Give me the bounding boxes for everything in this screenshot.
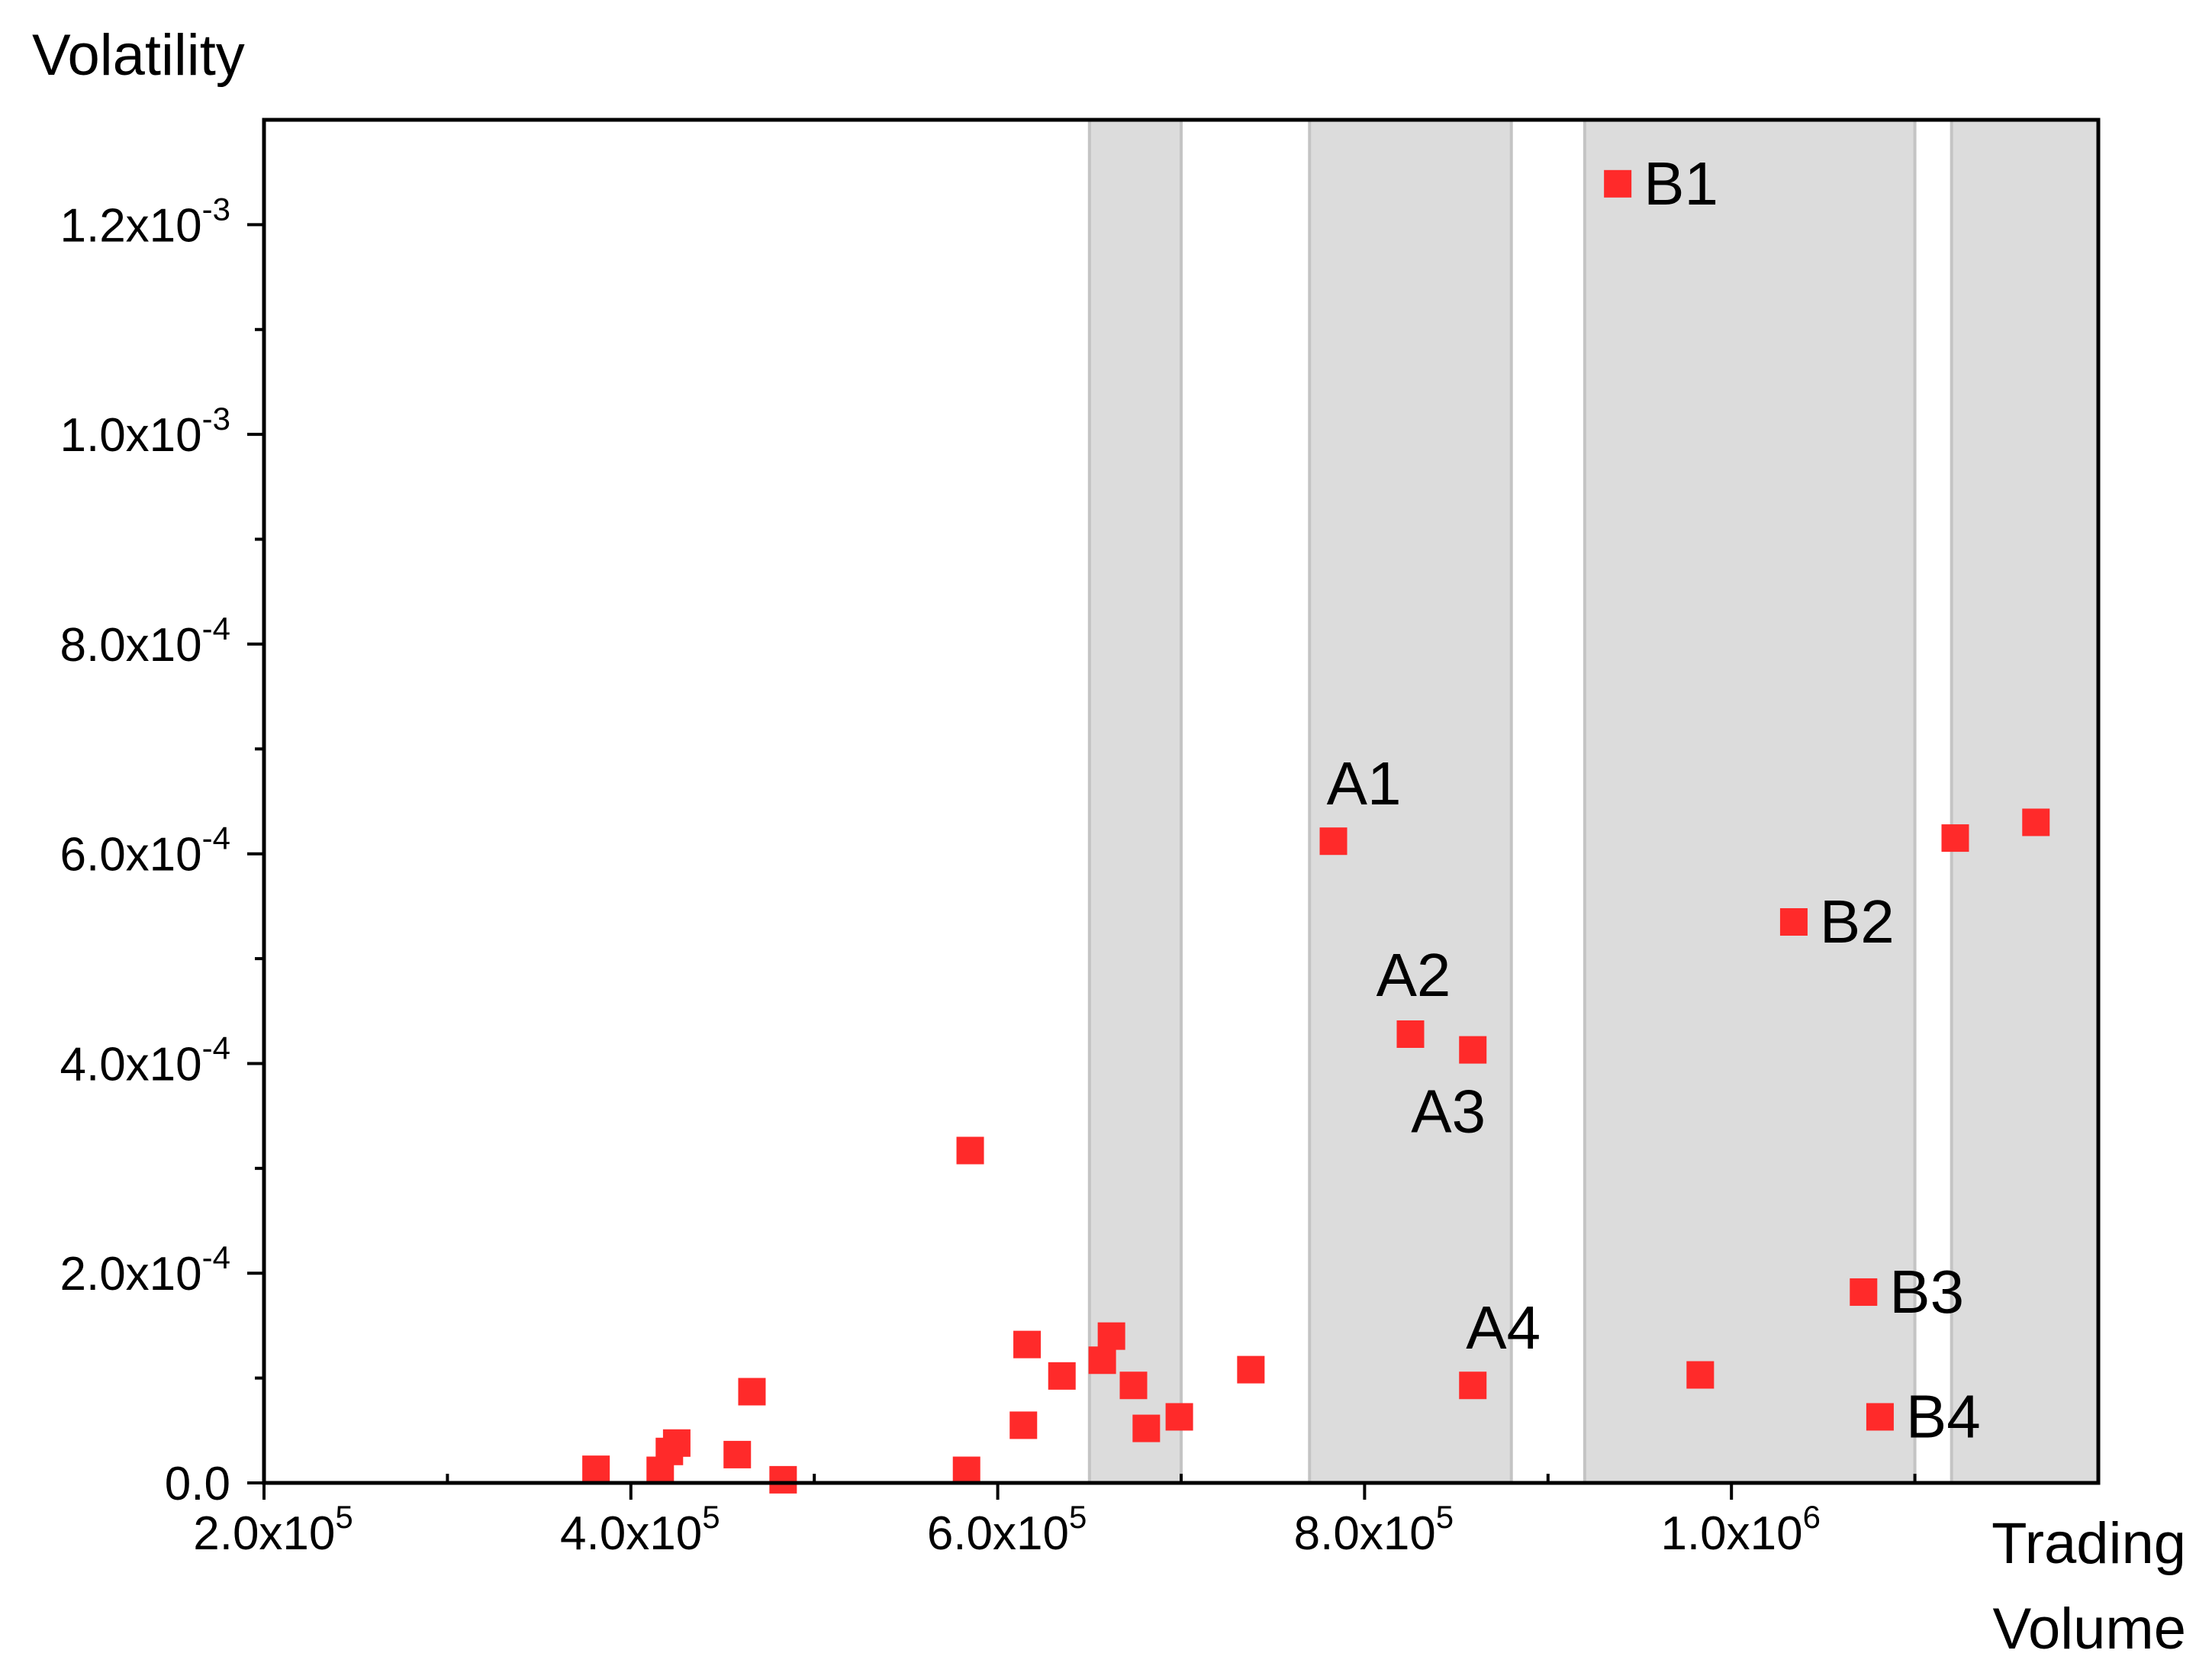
axes xyxy=(247,118,2101,1500)
data-point-24 xyxy=(1686,1361,1715,1389)
x-axis-label-line1: Trading xyxy=(1991,1511,2186,1576)
data-point-9 xyxy=(956,1136,984,1165)
data-point-21 xyxy=(1459,1036,1487,1064)
y-tick-label-5: 8.0x10-4 xyxy=(60,611,230,672)
data-point-25 xyxy=(1779,907,1808,936)
x-tick-label-5: 1.0x106 xyxy=(1660,1499,1821,1560)
data-point-17 xyxy=(1165,1403,1193,1431)
x-tick-label-1: 2.0x105 xyxy=(193,1499,353,1560)
y-tick-label-3: 4.0x10-4 xyxy=(60,1030,230,1091)
data-point-13 xyxy=(1088,1346,1116,1375)
data-point-4 xyxy=(662,1429,691,1457)
data-point-1 xyxy=(582,1455,610,1484)
data-point-16 xyxy=(1132,1414,1161,1442)
data-point-27 xyxy=(1866,1403,1894,1431)
y-tick-label-6: 1.0x10-3 xyxy=(60,401,230,462)
y-tick-label-4: 6.0x10-4 xyxy=(60,820,230,882)
point-label-a3: A3 xyxy=(1411,1078,1486,1146)
data-point-20 xyxy=(1396,1020,1425,1048)
tick-labels: 2.0x105 4.0x105 6.0x105 8.0x105 1.0x106 0.0 2.… xyxy=(60,191,1820,1560)
y-tick-label-7: 1.2x10-3 xyxy=(60,191,230,252)
point-labels: A1 A2 A3 A4 B1 B2 B3 B4 xyxy=(1327,150,1981,1451)
data-point-18 xyxy=(1237,1355,1265,1384)
point-label-b3: B3 xyxy=(1889,1258,1964,1326)
data-point-6 xyxy=(738,1378,766,1406)
data-point-10 xyxy=(1009,1411,1038,1439)
point-label-b1: B1 xyxy=(1644,150,1718,218)
point-label-b2: B2 xyxy=(1820,888,1895,956)
y-tick-label-1: 0.0 xyxy=(165,1458,230,1510)
shaded-band-1 xyxy=(1087,118,1183,1484)
data-point-22 xyxy=(1459,1371,1487,1400)
shaded-band-2 xyxy=(1308,118,1513,1484)
x-tick-label-3: 6.0x105 xyxy=(927,1499,1087,1560)
data-point-29 xyxy=(2022,808,2050,836)
data-point-12 xyxy=(1048,1362,1076,1390)
data-point-28 xyxy=(1941,824,1969,853)
point-label-a4: A4 xyxy=(1466,1294,1541,1362)
data-point-11 xyxy=(1013,1330,1042,1359)
data-point-19 xyxy=(1319,827,1347,856)
x-axis-label-line2: Volume xyxy=(1993,1597,2187,1661)
point-label-a2: A2 xyxy=(1376,941,1451,1009)
point-label-b4: B4 xyxy=(1906,1382,1981,1450)
data-point-7 xyxy=(769,1465,797,1494)
data-point-15 xyxy=(1119,1371,1148,1400)
data-points xyxy=(582,169,2050,1494)
x-tick-label-2: 4.0x105 xyxy=(560,1499,720,1560)
y-tick-label-2: 2.0x10-4 xyxy=(60,1239,230,1301)
data-point-14 xyxy=(1097,1322,1125,1350)
x-tick-label-4: 8.0x105 xyxy=(1294,1499,1454,1560)
data-point-5 xyxy=(723,1440,752,1468)
data-point-8 xyxy=(952,1456,980,1484)
data-point-26 xyxy=(1850,1278,1878,1306)
point-label-a1: A1 xyxy=(1327,749,1402,817)
y-axis-label: Volatility xyxy=(32,23,245,88)
data-point-23 xyxy=(1604,169,1632,198)
shaded-band-4 xyxy=(1950,118,2100,1484)
